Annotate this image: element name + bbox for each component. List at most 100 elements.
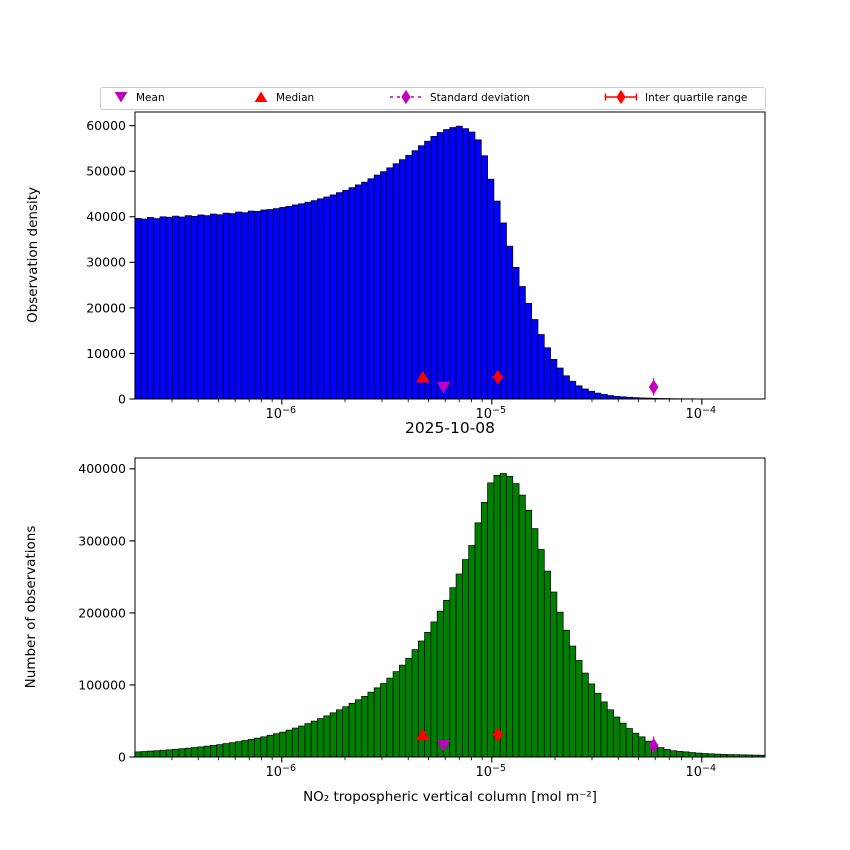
bar (562, 629, 570, 758)
bar (260, 209, 268, 400)
legend-label-std: Standard deviation (430, 92, 530, 105)
bar (342, 706, 350, 758)
bar (569, 645, 577, 758)
bar (543, 347, 551, 400)
bar (178, 748, 186, 758)
y-tick-label: 30000 (86, 255, 126, 270)
bar (424, 140, 432, 400)
bar (304, 201, 312, 400)
y-tick-label: 300000 (78, 533, 126, 548)
bar (468, 545, 476, 758)
y-tick-label: 10000 (86, 346, 126, 361)
axes-frame (134, 457, 766, 758)
axes-frame (134, 111, 766, 400)
bar (411, 150, 419, 400)
y-tick-label: 50000 (86, 164, 126, 179)
bar (216, 214, 224, 400)
bar (594, 392, 602, 400)
bar (436, 610, 444, 758)
histogram-bars (134, 125, 766, 400)
bar (336, 192, 344, 400)
y-tick-label: 20000 (86, 300, 126, 315)
bar (153, 750, 161, 758)
y-tick-label: 0 (118, 391, 126, 406)
bar (606, 709, 614, 758)
bar (657, 747, 665, 758)
triangle-up-glyph (254, 91, 268, 102)
bar (600, 701, 608, 758)
bar (235, 211, 243, 400)
bar (266, 209, 274, 400)
bar (399, 664, 407, 758)
x-ticks: 10−6 10−5 10−4 (266, 757, 716, 780)
y-tick-label: 400000 (78, 461, 126, 476)
bar (392, 671, 400, 758)
bar (632, 732, 640, 758)
x-minor-ticks (171, 399, 693, 403)
diamond-dashed-icon (389, 89, 423, 109)
y-tick-label: 40000 (86, 209, 126, 224)
bar (688, 752, 696, 758)
bar (449, 587, 457, 758)
bar (348, 187, 356, 400)
bar (310, 720, 318, 758)
bar (493, 474, 501, 758)
bar (172, 215, 180, 400)
bar (140, 218, 148, 400)
median-marker (416, 728, 430, 741)
bar (153, 218, 161, 400)
triangle-down-icon (113, 89, 129, 109)
bar (165, 749, 173, 758)
bar (329, 712, 337, 758)
bar (310, 200, 318, 400)
bar (430, 621, 438, 758)
bar (147, 217, 155, 400)
bar (354, 699, 362, 758)
legend-item-median: Median (253, 88, 314, 109)
bar (575, 385, 583, 400)
bar (323, 715, 331, 758)
bar (499, 473, 507, 758)
bar (506, 245, 514, 400)
x-tick-label: 10−4 (686, 405, 717, 422)
bar (191, 215, 199, 400)
legend-label-iqr: Inter quartile range (645, 92, 748, 105)
ylabel-observation-density: Observation density (25, 187, 41, 323)
bar (165, 216, 173, 400)
bar (676, 751, 684, 758)
legend-label-median: Median (276, 92, 315, 105)
bar (210, 745, 218, 758)
bar (386, 677, 394, 758)
bar (159, 216, 167, 400)
x-tick-label: 10−5 (476, 405, 507, 422)
bar (285, 205, 293, 400)
stat-markers (416, 369, 659, 397)
bar (417, 145, 425, 400)
bar (291, 727, 299, 758)
bar (140, 751, 148, 758)
bar (430, 136, 438, 400)
bar (405, 657, 413, 758)
bar (266, 734, 274, 758)
y-ticks: 0 10000 20000 30000 40000 50000 60000 (86, 118, 135, 406)
bar (178, 216, 186, 400)
bar (254, 737, 262, 758)
diamond-solid-glyph (604, 89, 638, 104)
bar (525, 509, 533, 758)
x-ticks: 10−6 10−5 10−4 (266, 399, 717, 422)
legend-label-mean: Mean (136, 92, 165, 105)
bar (600, 394, 608, 400)
legend-item-iqr: Inter quartile range (604, 88, 747, 109)
bar (210, 213, 218, 400)
x-tick-label: 10−6 (266, 763, 297, 780)
bar (455, 125, 463, 400)
bar (556, 611, 564, 758)
bar (695, 752, 703, 758)
bar (184, 215, 192, 400)
bar (436, 132, 444, 400)
bar (342, 190, 350, 400)
bar (474, 139, 482, 400)
bar (298, 203, 306, 400)
y-ticks: 0 100000 200000 300000 400000 (78, 461, 135, 764)
bar (222, 212, 230, 400)
